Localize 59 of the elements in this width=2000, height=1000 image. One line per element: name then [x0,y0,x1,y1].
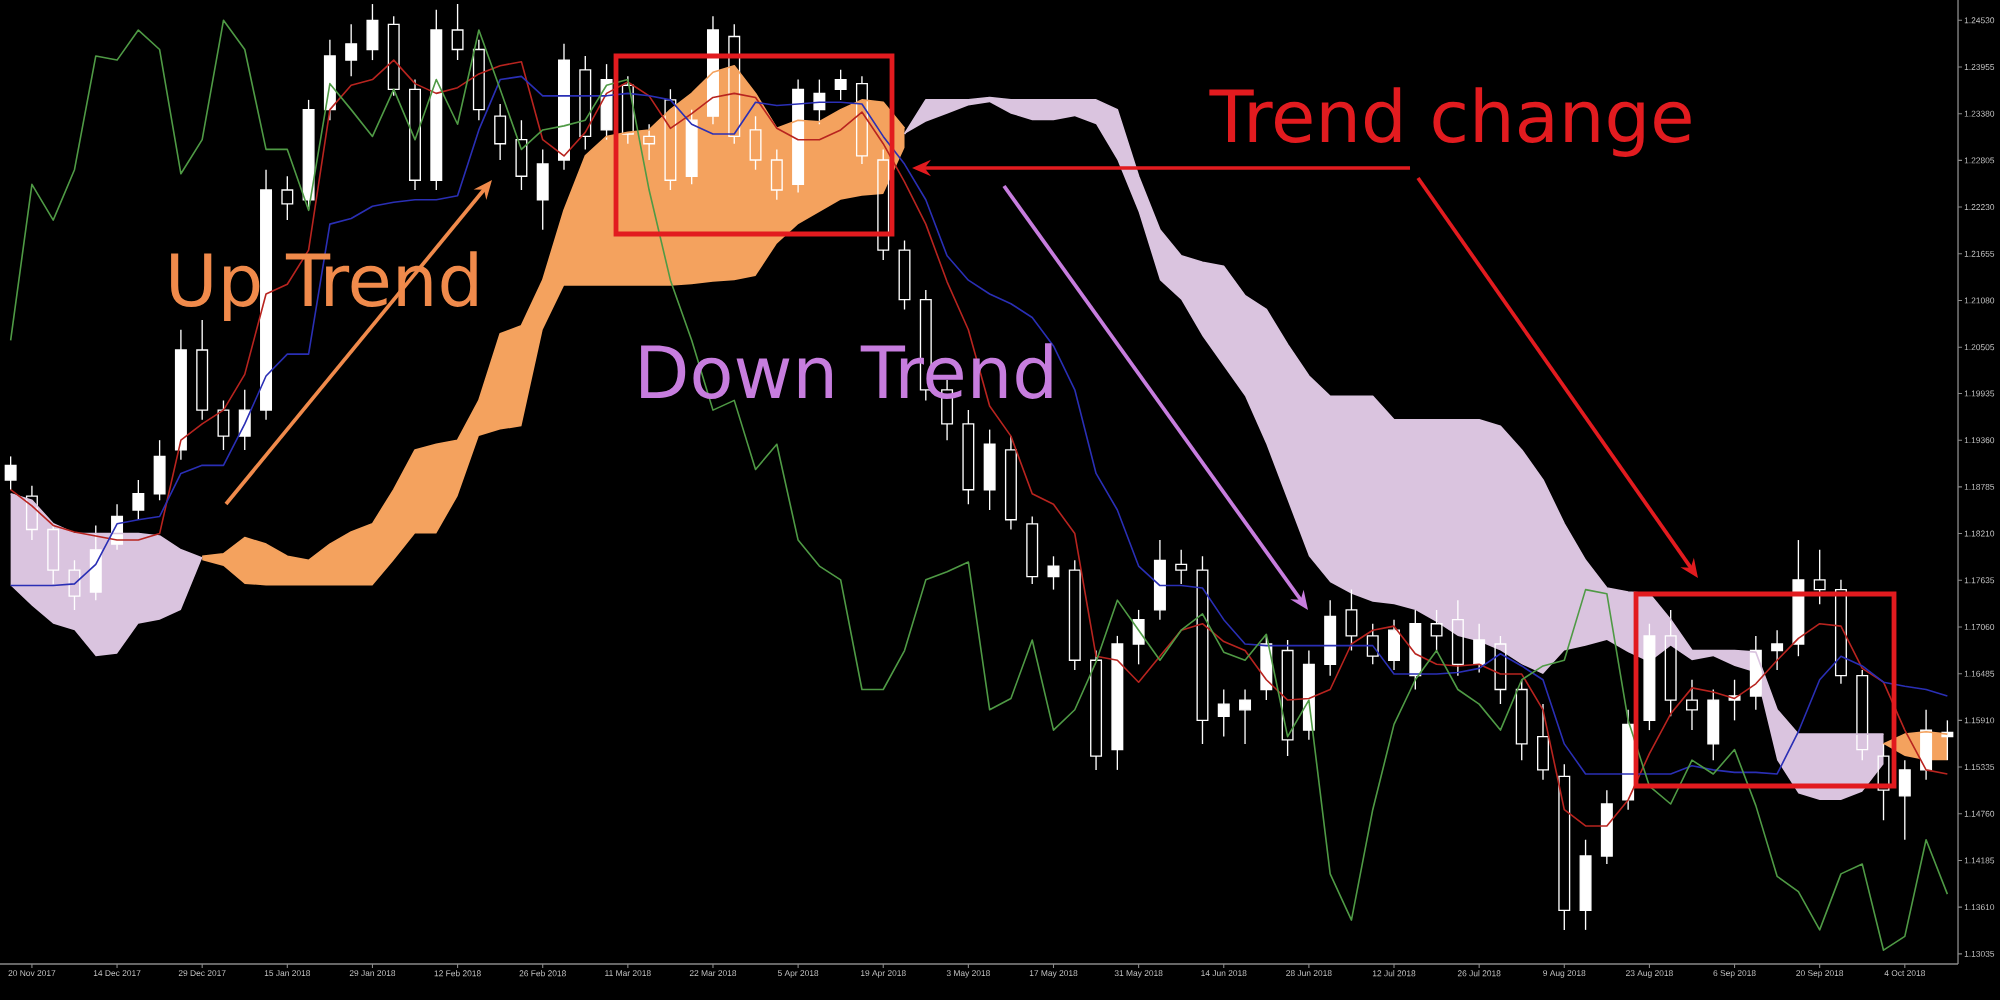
candlestick [1515,679,1528,761]
candlestick [1834,579,1847,685]
candlestick [558,43,570,171]
candlestick [1153,539,1166,621]
candlestick [1856,669,1869,761]
candlestick [1430,609,1443,652]
candlestick [387,15,400,97]
line-series [9,19,1949,951]
candlestick [664,88,677,191]
candlestick [1281,639,1294,757]
candlestick [1068,559,1081,671]
candlestick [728,23,741,145]
candlestick [281,175,294,221]
candlestick [515,119,528,191]
candlestick [1600,789,1613,865]
candlestick [1366,623,1379,665]
candlestick [1388,618,1401,671]
annotation: Trend change [1209,87,1691,157]
candlestick [1196,555,1209,745]
candlestick [749,115,762,171]
candlestick [643,123,656,161]
candlestick [855,75,868,165]
candlestick [898,239,911,311]
candlestick [1451,599,1464,677]
candlestick [877,148,890,261]
candlestick [1026,515,1039,585]
candlestick [1685,679,1698,731]
candlestick [1920,709,1933,781]
candlestick [1175,549,1188,585]
candlestick [1345,588,1358,652]
candlestick [409,78,421,191]
candlestick [25,484,38,541]
candlestick [706,15,719,125]
candlestick [1473,623,1486,674]
candlestick [494,103,507,161]
candlestick [621,75,634,145]
candlestick [1494,635,1507,705]
candlestick [47,523,60,585]
candlestick [1813,549,1826,605]
candlestick [1537,703,1549,781]
candlestick [1771,629,1784,671]
candlestick [174,329,187,461]
candlestick [345,23,358,78]
candlestick [770,148,783,201]
candlestick [68,559,81,611]
candlestick [962,409,975,505]
candlestick [260,169,273,421]
candlestick [217,399,230,451]
candlestick [1558,763,1571,931]
candlestick [1090,649,1103,771]
candlestick [1004,435,1017,531]
candlestick [1239,688,1252,745]
candlestick [792,78,805,194]
candlestick [1664,609,1677,717]
candlestick [196,319,209,421]
candlestick [1877,743,1890,821]
candlestick [472,39,485,121]
candlestick [451,3,464,61]
candlestick [579,55,592,151]
